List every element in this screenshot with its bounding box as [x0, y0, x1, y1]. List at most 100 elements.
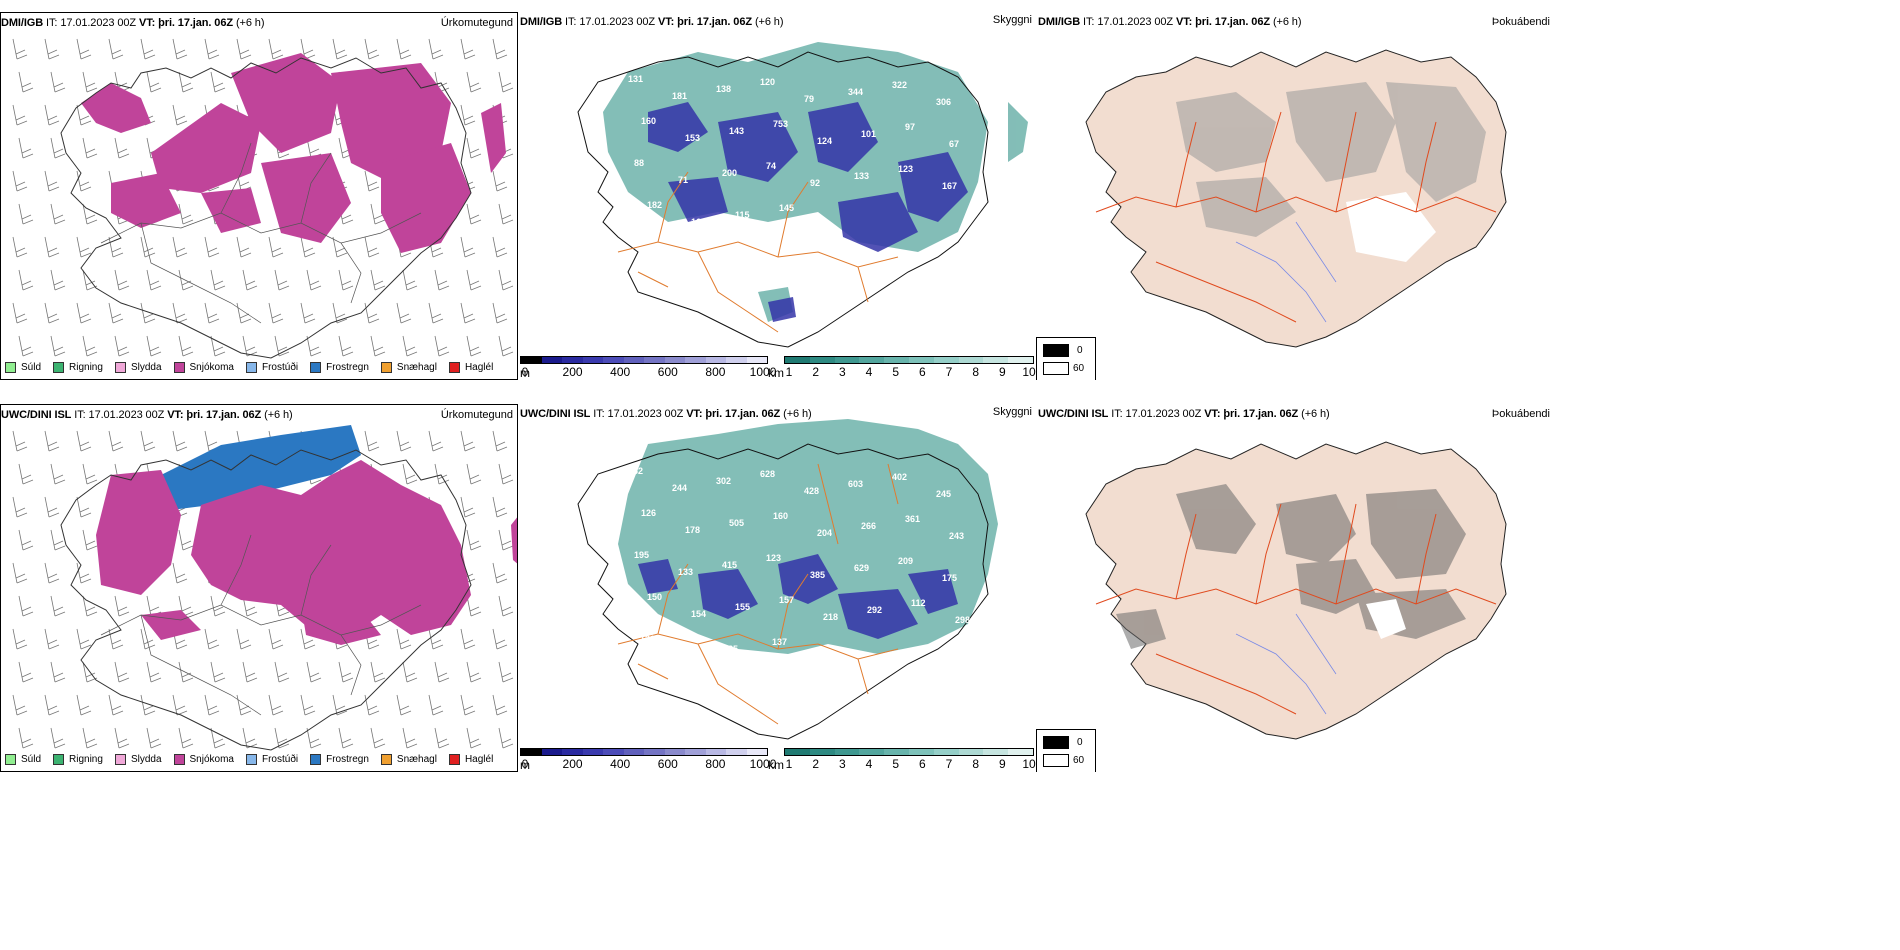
colorbar-tick-label: 400	[610, 757, 631, 771]
colorbar-segment	[958, 357, 984, 363]
panel-title: Skyggni	[992, 406, 1032, 418]
colorbar-segment	[834, 749, 860, 755]
wind-barb	[108, 694, 124, 716]
wind-barb	[50, 463, 66, 485]
colorbar-segment	[664, 357, 685, 363]
wind-barb	[108, 236, 124, 258]
fog-legend-swatch-low	[1043, 344, 1069, 357]
wind-barb	[44, 170, 60, 192]
model-name: DMI/IGB	[1038, 16, 1081, 28]
wind-barb	[82, 137, 98, 159]
ceiling-value-label: 67	[949, 139, 959, 149]
ceiling-value-label: 298	[955, 615, 970, 625]
legend-swatch	[173, 362, 185, 373]
wind-barb	[210, 661, 226, 683]
wind-barb	[12, 38, 28, 60]
wind-barb	[370, 269, 386, 291]
fog-panel-top: DMI/IGB IT: 17.01.2023 00Z VT: þri. 17.j…	[1036, 12, 1554, 380]
colorbar-segment	[623, 357, 644, 363]
wind-barb	[76, 236, 92, 258]
wind-barb	[18, 595, 34, 617]
panel-title: Skyggni	[992, 14, 1032, 26]
wind-barb	[50, 661, 66, 683]
wind-barb	[236, 628, 252, 650]
colorbar-segment	[785, 749, 810, 755]
wind-barb	[82, 727, 98, 749]
rivers	[1235, 221, 1337, 323]
colorbar-tick-label: 8	[972, 757, 979, 771]
ceiling-value-label: 143	[729, 126, 744, 136]
wind-barb	[204, 236, 220, 258]
panel-header: DMI/IGB IT: 17.01.2023 00Z VT: þri. 17.j…	[1, 17, 264, 29]
wind-barb	[466, 71, 482, 93]
wind-barb	[76, 430, 92, 452]
colorbar-tick-label: 9	[998, 365, 1006, 379]
wind-barb	[18, 71, 34, 93]
legend-swatch	[53, 754, 65, 765]
colorbar-tick-label: 3	[838, 365, 846, 379]
ceiling-colorbar-ticks: 0 200 400 600 800 1000	[520, 364, 777, 379]
road-network	[617, 463, 899, 725]
ceiling-value-label: 71	[678, 175, 688, 185]
legend-item-slydda: Slydda	[114, 362, 162, 373]
ceiling-value-label: 262	[628, 466, 643, 476]
wind-barb	[370, 661, 386, 683]
legend-item-sudl: Súld	[5, 754, 41, 765]
wind-barb	[76, 38, 92, 60]
ceiling-value-label: 209	[898, 556, 913, 566]
wind-barb	[300, 302, 316, 324]
wind-barb	[402, 727, 418, 749]
ceiling-value-label: 126	[641, 508, 656, 518]
it-value: 17.01.2023 00Z	[88, 409, 165, 421]
wind-barb	[108, 430, 124, 452]
wind-barb	[498, 727, 514, 749]
precip-type-legend: Súld Rigning Slydda Snjókoma Frostúði Fr…	[5, 754, 493, 765]
wind-barb	[146, 71, 162, 93]
wind-barb	[44, 562, 60, 584]
wind-barb	[178, 269, 194, 291]
vt-value: þri. 17.jan. 06Z	[158, 17, 233, 29]
wind-barb	[306, 335, 322, 357]
wind-barb	[204, 628, 220, 650]
legend-swatch	[380, 754, 392, 765]
iceland-coastline	[577, 443, 989, 740]
visibility-colorbar-strip	[784, 356, 1034, 364]
wind-barb	[140, 694, 156, 716]
colorbar-tick-label: 10	[1022, 757, 1036, 771]
wind-barb	[268, 694, 284, 716]
wind-barb	[44, 236, 60, 258]
colorbar-segment	[726, 357, 747, 363]
wind-barb	[82, 335, 98, 357]
ceiling-value-label: 415	[722, 560, 737, 570]
wind-barb	[268, 236, 284, 258]
vt-value: þri. 17.jan. 06Z	[1195, 16, 1270, 28]
wind-barb	[50, 595, 66, 617]
wind-barb	[332, 302, 348, 324]
wind-barb	[18, 529, 34, 551]
legend-item-rigning: Rigning	[53, 754, 103, 765]
wind-barb	[434, 463, 450, 485]
wind-barb	[44, 694, 60, 716]
ceiling-value-label: 195	[634, 550, 649, 560]
legend-swatch	[310, 754, 322, 765]
ceiling-value-label: 243	[949, 531, 964, 541]
ceiling-number-labels: 131 181 138 120 79 344 322 306 160 153 143 753 124 10…	[628, 74, 959, 227]
wind-barb	[338, 661, 354, 683]
colorbar-segment	[562, 357, 583, 363]
wind-barb	[76, 496, 92, 518]
vt-value: þri. 17.jan. 06Z	[1223, 408, 1299, 420]
legend-swatch	[380, 362, 392, 373]
ceiling-value-label: 133	[678, 567, 693, 577]
it-label: IT:	[46, 17, 58, 29]
it-value: 17.01.2023 00Z	[607, 408, 684, 420]
ceiling-value-label: 154	[691, 609, 706, 619]
ceiling-colorbar: 0 200 400 600 800 1000 m	[520, 748, 776, 772]
colorbar-segment	[623, 749, 644, 755]
colorbar-tick-label: 9	[998, 757, 1006, 771]
fog-map	[1085, 49, 1507, 348]
wind-barb	[236, 236, 252, 258]
wind-barb	[306, 269, 322, 291]
wind-barb	[460, 38, 476, 60]
wind-barb	[498, 269, 514, 291]
colorbar-tick-label: 1000	[749, 757, 777, 771]
